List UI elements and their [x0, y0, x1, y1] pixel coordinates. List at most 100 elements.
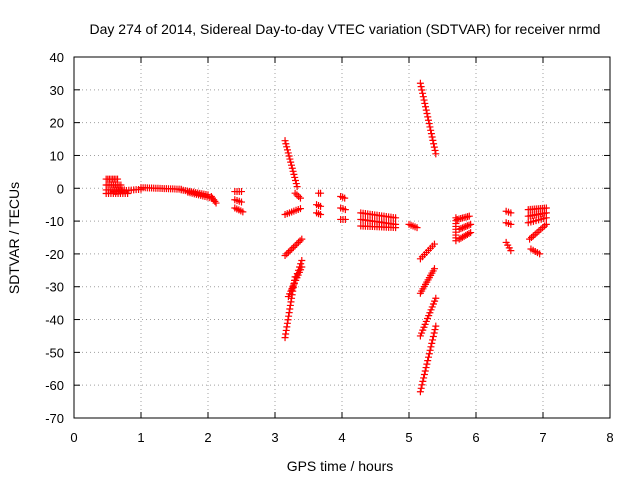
data-point [425, 120, 433, 128]
data-point [294, 238, 302, 246]
data-point [427, 130, 435, 138]
data-point [283, 250, 291, 258]
data-point [422, 103, 430, 111]
data-point [542, 214, 550, 222]
data-point [293, 183, 301, 191]
data-point [420, 370, 428, 378]
data-point [465, 221, 473, 229]
data-point [238, 198, 245, 206]
data-point [298, 256, 306, 264]
data-point [426, 346, 434, 354]
data-point [536, 250, 544, 258]
data-point [341, 206, 349, 214]
data-point [292, 273, 300, 281]
data-point [417, 384, 425, 392]
data-point [419, 377, 427, 385]
y-tick-label: -20 [45, 247, 64, 262]
data-point [317, 211, 325, 219]
data-point [294, 266, 302, 274]
data-point [124, 190, 132, 198]
data-point [290, 279, 298, 287]
y-tick-label: 40 [50, 50, 64, 65]
data-point [287, 161, 295, 169]
data-point [296, 194, 304, 202]
data-point [238, 188, 245, 196]
data-point [284, 149, 292, 157]
y-tick-label: -50 [45, 345, 64, 360]
chart-title: Day 274 of 2014, Sidereal Day-to-day VTE… [90, 21, 601, 37]
x-tick-label: 3 [271, 430, 278, 445]
x-axis-label: GPS time / hours [287, 458, 394, 474]
data-point [297, 260, 305, 268]
data-point [427, 126, 435, 134]
data-point [465, 212, 473, 220]
data-point [288, 164, 296, 172]
x-tick-label: 5 [405, 430, 412, 445]
data-point [317, 189, 325, 197]
data-point [298, 235, 306, 243]
data-point [283, 146, 291, 154]
data-point [392, 214, 400, 222]
data-point [430, 240, 438, 248]
data-point [425, 350, 433, 358]
data-point [287, 158, 295, 166]
y-tick-label: 0 [57, 181, 64, 196]
data-point [290, 170, 298, 178]
data-point [460, 223, 468, 231]
data-point [430, 143, 438, 151]
data-point [507, 220, 515, 228]
data-point [421, 367, 429, 375]
data-point [416, 388, 424, 396]
data-point [239, 208, 247, 216]
data-point [293, 240, 301, 248]
data-point [418, 381, 426, 389]
data-point [430, 329, 438, 337]
data-point [421, 99, 429, 107]
data-point [465, 230, 473, 238]
data-point [292, 177, 300, 185]
data-point [423, 109, 431, 117]
y-axis-label: SDTVAR / TECUs [6, 182, 22, 294]
data-point [426, 123, 434, 131]
data-point [430, 140, 438, 148]
data-point [296, 263, 304, 271]
data-point [467, 229, 475, 237]
data-point [429, 336, 437, 344]
data-point [424, 357, 432, 365]
data-point [507, 247, 515, 255]
data-point [417, 83, 425, 91]
data-point [413, 224, 421, 232]
data-point [455, 225, 463, 233]
data-point [286, 247, 294, 255]
data-point [286, 155, 294, 163]
data-point [425, 353, 433, 361]
data-point [212, 199, 220, 207]
data-point [542, 220, 550, 228]
data-point [284, 248, 292, 256]
y-tick-label: 20 [50, 116, 64, 131]
data-point [289, 283, 297, 291]
x-tick-label: 6 [472, 430, 479, 445]
data-point [117, 181, 125, 189]
x-tick-label: 0 [70, 430, 77, 445]
data-point [341, 194, 349, 202]
data-point [285, 152, 293, 160]
data-point [429, 136, 437, 144]
data-point [291, 276, 299, 284]
data-point [293, 191, 301, 199]
data-point [423, 360, 431, 368]
x-tick-label: 1 [137, 430, 144, 445]
data-point [462, 222, 470, 230]
x-tick-label: 4 [338, 430, 345, 445]
y-tick-label: -30 [45, 280, 64, 295]
x-tick-label: 7 [539, 430, 546, 445]
data-point [420, 96, 428, 104]
data-point [211, 197, 219, 205]
data-point [283, 143, 291, 151]
data-point [507, 209, 515, 217]
x-tick-label: 2 [204, 430, 211, 445]
data-point [432, 322, 440, 330]
data-points [102, 79, 550, 396]
data-point [281, 252, 289, 260]
